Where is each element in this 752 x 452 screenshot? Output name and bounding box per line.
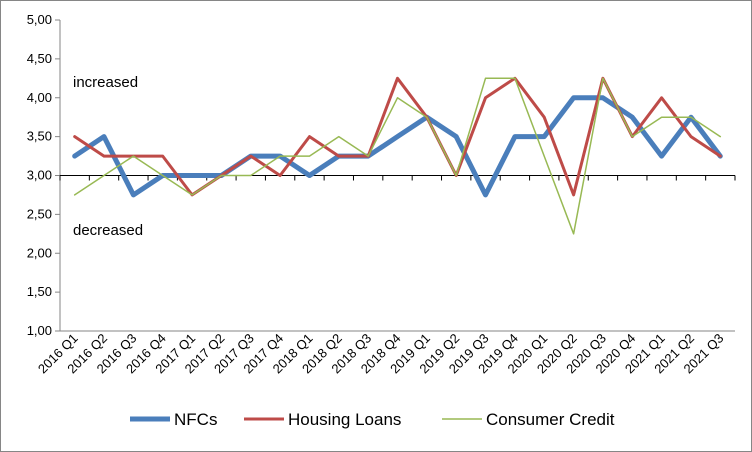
legend-label: Consumer Credit	[486, 410, 615, 429]
y-tick-label: 3,50	[27, 129, 52, 144]
legend-label: NFCs	[174, 410, 217, 429]
series-line-nfcs	[72, 95, 723, 198]
y-tick-label: 4,50	[27, 51, 52, 66]
series-line-consumer-credit	[73, 77, 722, 235]
y-tick-label: 2,00	[27, 245, 52, 260]
legend-label: Housing Loans	[288, 410, 401, 429]
y-tick-label: 1,50	[27, 284, 52, 299]
y-tick-label: 5,00	[27, 12, 52, 27]
y-tick-label: 2,50	[27, 206, 52, 221]
annotation-label: decreased	[73, 222, 143, 239]
annotation-label: increased	[73, 74, 138, 91]
y-tick-label: 4,00	[27, 90, 52, 105]
y-tick-label: 1,00	[27, 323, 52, 338]
y-tick-label: 3,00	[27, 168, 52, 183]
